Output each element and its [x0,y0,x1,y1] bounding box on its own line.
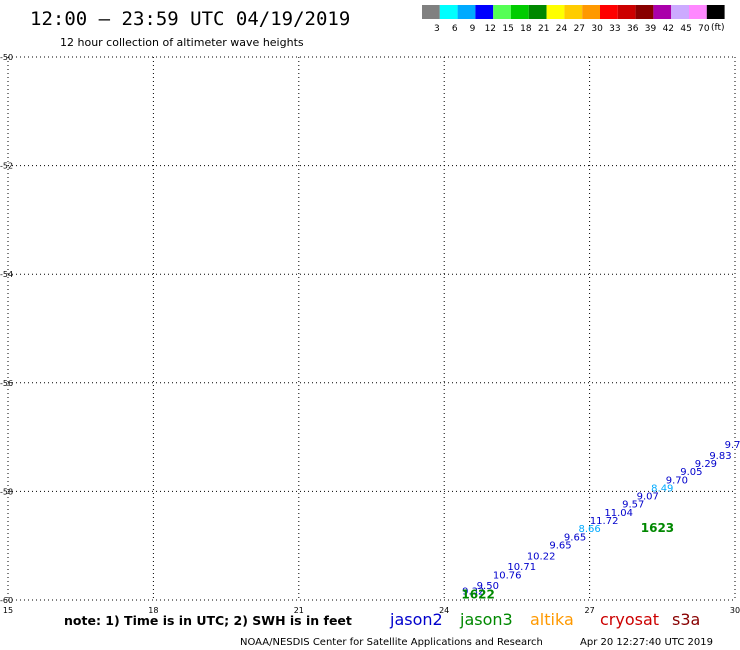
footer-note: note: 1) Time is in UTC; 2) SWH is in fe… [64,613,352,628]
scale-swatch [511,5,529,19]
scale-swatch [475,5,494,19]
y-tick-label: -52 [0,162,13,171]
scale-swatch [439,5,458,19]
footer-timestamp: Apr 20 12:27:40 UTC 2019 [580,637,713,648]
x-tick-label: 21 [294,606,304,615]
satellite-legend-jason3: jason3 [459,610,513,629]
swh-value-label: 11.04 [604,508,633,519]
swh-value-label: 9.57 [622,500,644,511]
scale-swatch [671,5,689,19]
swh-value-label: 9.83 [709,451,731,462]
scale-swatch [528,5,547,19]
scale-label: 45 [680,24,691,34]
scale-swatch [546,5,565,19]
scale-label: 15 [502,24,513,34]
pass-time-label: 1622 [461,587,494,601]
scale-swatch [706,5,725,19]
swh-value-label: 10.22 [527,551,556,562]
scale-swatch [617,5,636,19]
satellite-legend-cryosat: cryosat [600,610,659,629]
swh-value-label: 10.76 [493,570,522,581]
scale-label: 36 [627,24,639,34]
scale-label: 6 [452,24,458,34]
swh-value-label: 9.65 [549,540,571,551]
swh-value-label: 11.72 [590,516,619,527]
plot-grid [7,56,736,601]
swh-value-label: 10.71 [507,562,536,573]
satellite-legend-s3a: s3a [672,610,700,629]
x-tick-label: 27 [585,606,595,615]
swh-value-label: 9.65 [564,532,586,543]
swh-points: 9.329.5010.7610.7110.229.659.658.6611.72… [462,440,740,598]
swh-value-label: 9.29 [695,459,717,470]
satellite-legend: jason2 jason3 altika cryosat s3a [389,610,700,629]
scale-label: 24 [556,24,568,34]
scale-label: 9 [470,24,476,34]
x-tick-label: 24 [439,606,449,615]
scale-label: 21 [538,24,549,34]
scale-swatch [564,5,583,19]
scale-label: 27 [574,24,585,34]
scale-label: 42 [663,24,674,34]
scale-label: 3 [434,24,440,34]
x-tick-label: 30 [730,606,740,615]
pass-time-label: 1623 [641,521,674,535]
scale-swatch [689,5,707,19]
color-scale-unit: (ft) [711,23,725,33]
swh-value-label: 9.05 [680,467,702,478]
scale-label: 70 [698,24,710,34]
satellite-legend-altika: altika [530,610,574,629]
swh-value-label: 9.70 [666,475,688,486]
scale-swatch [493,5,511,19]
scale-label: 18 [520,24,532,34]
x-tick-label: 15 [3,606,13,615]
footer-credit: NOAA/NESDIS Center for Satellite Applica… [240,637,543,648]
swh-value-label: 8.66 [578,524,600,535]
y-axis-ticks: -50 -52 -54 -56 -58 -60 [0,53,13,605]
scale-swatch [457,5,476,19]
scale-swatch [422,5,440,19]
swh-value-label: 8.49 [651,483,673,494]
chart-title: 12:00 – 23:59 UTC 04/19/2019 [30,8,350,30]
x-tick-label: 18 [148,606,158,615]
y-tick-label: -54 [0,270,13,279]
swh-value-label: 9.50 [477,581,499,592]
scale-swatch [600,5,618,19]
swh-value-label: 9.07 [637,492,659,503]
y-tick-label: -50 [0,53,13,62]
x-axis-ticks: 15 18 21 24 27 30 [3,606,740,615]
scale-label: 33 [609,24,620,34]
satellite-legend-jason2: jason2 [389,610,443,629]
scale-label: 39 [645,24,657,34]
swh-value-label: 9.32 [462,587,484,598]
y-tick-label: -56 [0,379,13,388]
chart-subtitle: 12 hour collection of altimeter wave hei… [60,36,304,49]
scale-label: 30 [591,24,603,34]
y-tick-label: -58 [0,487,13,496]
scale-label: 12 [485,24,496,34]
y-tick-label: -60 [0,596,13,605]
pass-annotations: 1622 1623 [461,521,674,601]
color-scale-legend: 3 6 9 12 15 18 21 24 27 30 33 36 39 42 45 70 [422,5,725,34]
scale-swatch [582,5,600,19]
scale-swatch [653,5,672,19]
scale-swatch [635,5,654,19]
swh-value-label: 9.7 [725,440,740,451]
